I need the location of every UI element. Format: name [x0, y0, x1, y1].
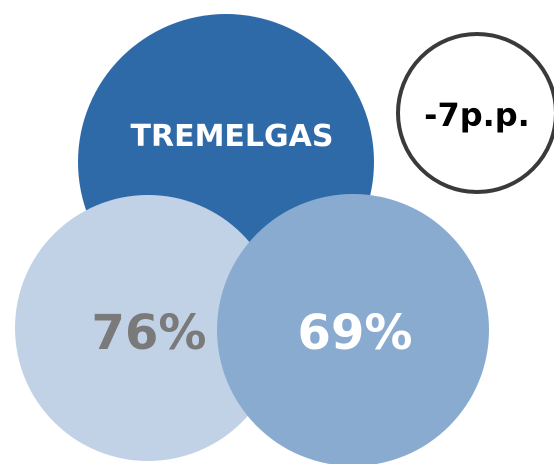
top-circle-label: TREMELGAS — [131, 119, 334, 154]
difference-badge-label: -7p.p. — [424, 96, 530, 134]
right-circle — [217, 194, 489, 464]
left-circle — [15, 195, 281, 461]
right-circle-label: 69% — [298, 305, 413, 361]
difference-badge — [396, 32, 554, 194]
left-circle-label: 76% — [92, 305, 207, 361]
